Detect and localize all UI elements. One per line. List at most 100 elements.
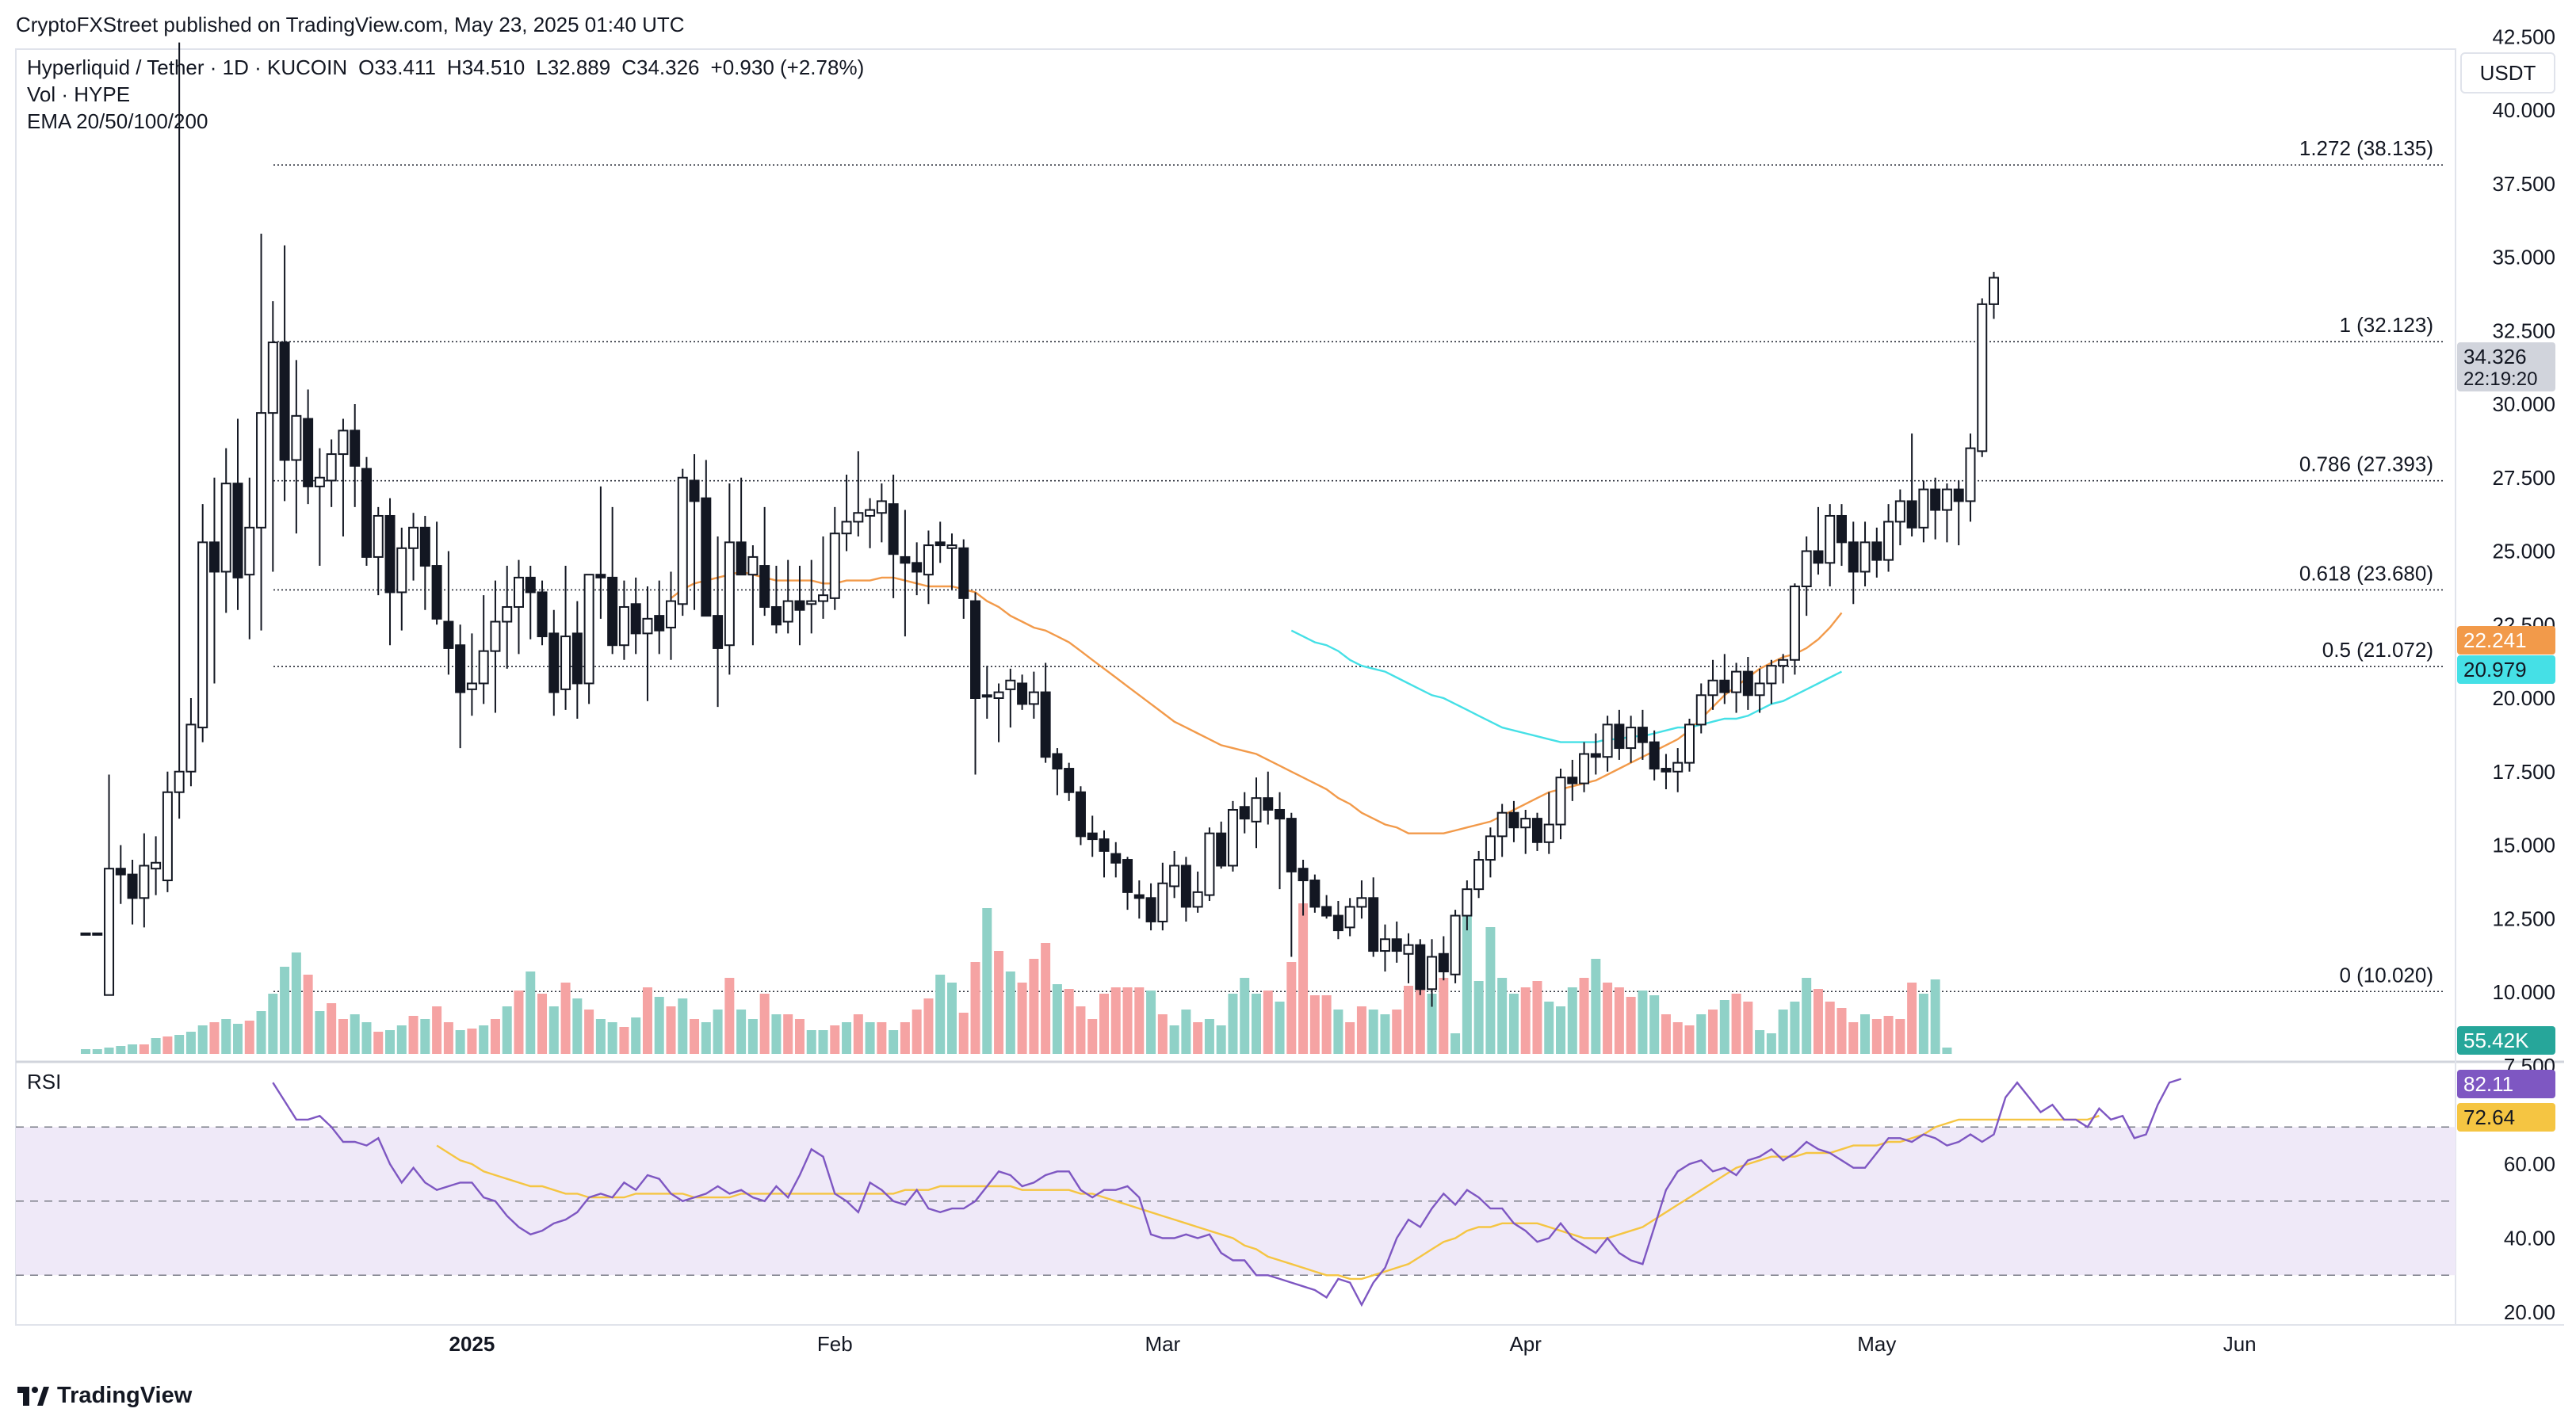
candle[interactable] [1473,850,1485,899]
candle[interactable] [1859,521,1871,587]
candle[interactable] [1180,857,1191,922]
candle[interactable] [1766,659,1777,704]
candle[interactable] [139,833,150,928]
rsi-ma-badge[interactable]: 72.64 [2457,1103,2555,1132]
candle[interactable] [853,451,864,536]
candle[interactable] [1368,877,1379,957]
candle[interactable] [408,513,419,581]
candle[interactable] [1204,827,1215,901]
candle[interactable] [419,515,430,610]
candle[interactable] [1298,860,1309,916]
candle[interactable] [1379,924,1390,972]
candle[interactable] [1064,762,1075,801]
candle[interactable] [455,624,466,749]
candle[interactable] [1684,718,1695,772]
candle[interactable] [1403,933,1414,983]
candle[interactable] [1145,883,1156,931]
candle[interactable] [80,932,91,936]
candle[interactable] [1906,433,1917,536]
candle[interactable] [1169,850,1180,899]
candle[interactable] [713,536,724,708]
candle[interactable] [256,233,267,631]
candle[interactable] [1438,936,1449,981]
candle[interactable] [1485,827,1496,878]
candle[interactable] [314,448,325,567]
candle[interactable] [1813,506,1824,575]
candle[interactable] [701,460,712,617]
candle[interactable] [303,389,314,505]
candle[interactable] [1918,480,1929,543]
candle[interactable] [502,566,513,669]
candle[interactable] [466,633,477,716]
candle[interactable] [1520,809,1531,854]
candle[interactable] [338,418,349,536]
candle[interactable] [1192,871,1203,913]
candle[interactable] [946,533,957,590]
candle[interactable] [934,521,946,563]
candle[interactable] [1930,477,1941,540]
candle[interactable] [1087,815,1098,857]
candle[interactable] [127,860,138,925]
candle[interactable] [1099,830,1110,878]
candle[interactable] [865,498,876,548]
candle[interactable] [1028,671,1039,719]
candle[interactable] [232,418,243,610]
candle[interactable] [912,542,923,596]
candle[interactable] [770,566,782,634]
candle[interactable] [1894,489,1905,546]
candle[interactable] [1227,800,1238,872]
candle[interactable] [1496,804,1508,857]
candle[interactable] [607,506,618,655]
candle[interactable] [1286,812,1297,957]
candle[interactable] [1579,742,1590,792]
candle[interactable] [1344,898,1355,937]
candle[interactable] [958,539,969,619]
candle[interactable] [1883,504,1894,572]
candle[interactable] [970,592,981,775]
candle[interactable] [1216,821,1227,869]
candle[interactable] [1789,583,1800,675]
candle[interactable] [1508,800,1519,842]
candle[interactable] [888,475,899,598]
candle[interactable] [326,439,337,507]
candle[interactable] [1321,895,1332,919]
candle[interactable] [736,477,747,576]
candle[interactable] [1953,480,1964,546]
candle[interactable] [384,498,396,646]
candle[interactable] [618,580,629,660]
candle[interactable] [1590,733,1601,775]
candle[interactable] [724,483,735,675]
candle[interactable] [431,521,442,625]
candle[interactable] [1825,504,1836,587]
candle[interactable] [782,559,793,634]
candle[interactable] [666,571,676,660]
candle[interactable] [1977,298,1988,457]
candle[interactable] [993,683,1004,742]
candle[interactable] [548,609,560,716]
candle[interactable] [1941,483,1952,543]
candle[interactable] [1017,674,1028,710]
candle[interactable] [525,566,536,639]
candle[interactable] [1754,668,1765,713]
candle[interactable] [490,580,501,713]
candle[interactable] [1567,759,1578,801]
volume-legend[interactable]: Vol · HYPE [27,82,131,106]
candle[interactable] [1707,659,1718,710]
candle[interactable] [1110,842,1122,878]
candle[interactable] [361,456,372,567]
candle[interactable] [677,468,688,616]
symbol-legend-row[interactable]: Hyperliquid / Tether · 1D · KUCOIN O33.41… [27,54,864,81]
candle[interactable] [443,551,454,675]
candle[interactable] [1531,812,1542,851]
candle[interactable] [595,486,606,619]
candle[interactable] [220,448,231,613]
candle[interactable] [571,601,583,719]
candle[interactable] [1555,769,1566,840]
candle[interactable] [513,559,524,655]
ema100-badge[interactable]: 20.979 [2457,655,2555,684]
candle[interactable] [1719,654,1730,704]
candle[interactable] [841,475,852,552]
currency-unit-button[interactable]: USDT [2460,52,2555,94]
